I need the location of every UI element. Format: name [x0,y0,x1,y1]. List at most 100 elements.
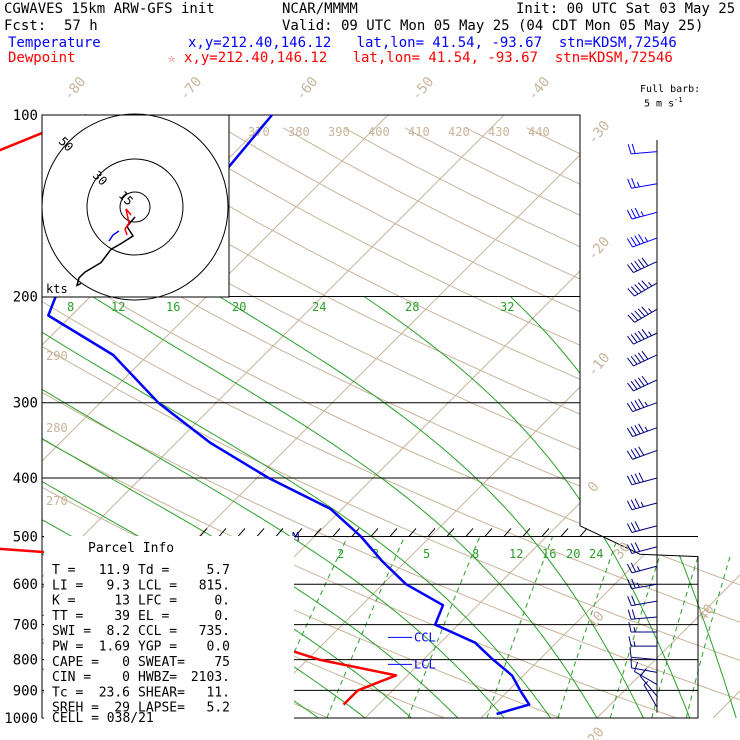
isotherm-line [248,115,740,718]
mixing-ratio-label: 8 [472,547,479,561]
dry-adiabat-line [465,127,740,718]
parcel-param-value: 23.6 [99,685,130,700]
wind-barb [626,423,658,438]
level-hash-mark [484,528,493,537]
valid-time: Valid: 09 UTC Mon 05 May 25 (04 CDT Mon … [282,18,704,34]
level-hash-mark [370,528,379,537]
mixing-ratio-label: 2 [337,547,344,561]
theta-label: 400 [368,125,390,139]
isotherm-label: -60 [293,74,322,104]
isotherm-label: -40 [525,74,554,104]
parcel-param-value: 5.7 [207,563,230,578]
parcel-param-label: Tc = [52,685,83,700]
init-time: Init: 00 UTC Sat 03 May 25 [516,1,736,17]
hodograph-trace [75,216,136,287]
dry-adiabat-line [42,127,740,718]
theta-label: 420 [448,125,470,139]
pressure-tick-label: 500 [13,529,38,545]
mixing-ratio-line [609,536,667,718]
hodograph-units-label: kts [46,282,68,296]
wind-barb [627,143,658,155]
parcel-param-label: CIN = [52,670,91,685]
parcel-param-value: 1.69 [99,640,130,655]
isotherm-label: 0 [585,479,603,496]
mixing-ratio-label: 32 [500,300,514,314]
theta-label: 290 [46,349,68,363]
wind-barb [626,521,658,534]
parcel-param-label: Td = [138,563,169,578]
mixing-ratio-label: 28 [405,300,419,314]
parcel-param-value: 0 [122,670,130,685]
parcel-param-value: 11. [207,685,230,700]
level-hash-mark [446,528,455,537]
mixing-ratio-line [557,536,619,718]
level-hash-mark [313,528,322,537]
wind-barb [629,647,658,661]
parcel-info-box [44,536,294,726]
parcel-param-value: 0 [122,655,130,670]
wind-barb [627,178,658,189]
mixing-ratio-label: 24 [589,547,603,561]
parcel-param-value: 815. [199,578,230,593]
wind-barb [627,595,658,607]
melting-level-marker: M [292,530,299,544]
hodograph-ring [119,191,151,223]
pressure-tick-label: 800 [13,653,38,669]
wind-barb [627,350,658,367]
mixing-ratio-label: 20 [566,547,580,561]
dry-adiabat-line [42,127,740,718]
isotherm-label: -10 [585,350,614,380]
parcel-info-title: Parcel Info [88,541,174,556]
level-hash-mark [579,528,588,537]
parcel-param-value: 13 [114,594,130,609]
mixing-ratio-label: 16 [166,300,180,314]
org-label: NCAR/MMMM [282,1,358,17]
full-barb-legend: Full barb: [640,84,701,95]
parcel-param-label: LFC = [138,594,177,609]
pressure-tick-label: 600 [13,577,38,593]
parcel-param-value: 11.9 [99,563,130,578]
isotherm-line [596,115,740,718]
parcel-param-label: LI = [52,578,83,593]
wind-barb [627,375,658,392]
full-barb-units-text: 5 m s [644,98,675,110]
wind-barb [626,398,658,413]
pressure-tick-label: 100 [13,108,38,124]
pressure-tick-label: 700 [13,618,38,634]
parcel-param-value: 735. [199,624,230,639]
parcel-param-label: YGP = [138,640,177,655]
parcel-param-label: PW = [52,640,83,655]
parcel-param-label: TT = [52,609,83,624]
parcel-param-label: CAPE = [52,655,99,670]
dry-adiabat-line [42,127,740,718]
parcel-param-label: SREH = [52,701,99,716]
parcel-param-value: 75 [214,655,230,670]
level-hash-mark [199,528,208,537]
level-hash-mark [465,528,474,537]
mixing-ratio-label: 20 [232,300,246,314]
mixing-ratio-label: 16 [542,547,556,561]
dry-adiabat-line [282,127,740,718]
level-hash-mark [389,528,398,537]
hodograph-ring [86,158,184,256]
dewpoint-profile-line [0,113,398,706]
temperature-legend: Temperature [8,35,101,51]
parcel-param-label: SHEAR= [138,685,185,700]
isotherm-line [364,115,740,718]
model-title: CGWAVES 15km ARW-GFS init [4,1,215,17]
parcel-param-label: LAPSE= [138,701,185,716]
level-hash-mark [408,528,417,537]
mixing-ratio-line [685,536,737,718]
wind-barb [626,562,658,574]
parcel-param-label: T = [52,563,76,578]
wind-barb [643,681,658,708]
isotherm-label: 20 [585,724,608,740]
parcel-param-value: 0. [214,609,230,624]
mixing-ratio-label: 5 [423,547,430,561]
dry-adiabat-line [0,128,7,731]
parcel-param-value: 5.2 [207,701,230,716]
dry-adiabat-line [42,127,740,718]
theta-label: 390 [328,125,350,139]
isotherm-line [42,115,505,718]
